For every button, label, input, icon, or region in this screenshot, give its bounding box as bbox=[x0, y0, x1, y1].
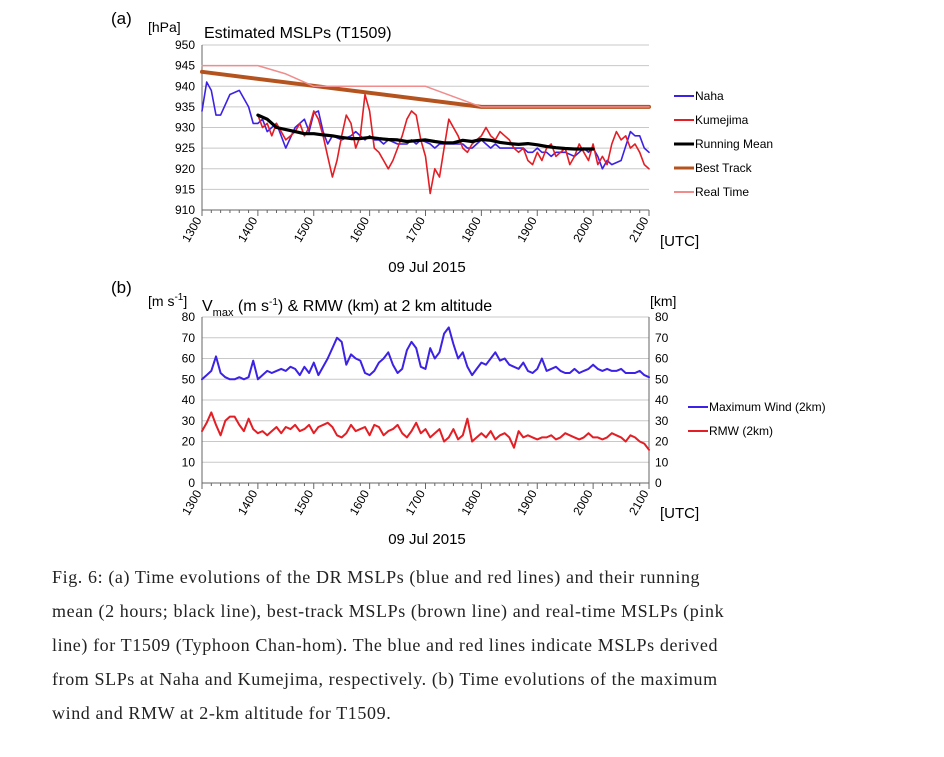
legend-label: Naha bbox=[695, 89, 724, 103]
x-tick-label: 1300 bbox=[179, 214, 205, 244]
x-tick-label: 1700 bbox=[403, 487, 429, 517]
y-tick-label: 20 bbox=[182, 435, 196, 449]
caption-line: line) for T1509 (Typhoon Chan-hom). The … bbox=[52, 635, 719, 655]
series-line-best-track bbox=[200, 69, 651, 109]
y-tick-label: 50 bbox=[182, 372, 196, 386]
y2-tick-label: 70 bbox=[655, 331, 669, 345]
y-tick-label: 30 bbox=[182, 414, 196, 428]
x-tick-label: 2000 bbox=[570, 487, 596, 517]
x-tick-label: 2100 bbox=[626, 214, 652, 244]
y2-tick-label: 20 bbox=[655, 435, 669, 449]
x-tick-label: 2100 bbox=[626, 487, 652, 517]
legend-label: Kumejima bbox=[695, 113, 749, 127]
series-line-maximum-wind-2km- bbox=[201, 326, 650, 381]
caption-line: Fig. 6: (a) Time evolutions of the DR MS… bbox=[52, 567, 701, 587]
y-tick-label: 80 bbox=[182, 310, 196, 324]
panel-b-x-unit: [UTC] bbox=[660, 505, 699, 522]
panel-a-x-unit: [UTC] bbox=[660, 233, 699, 250]
panel-a-label: (a) bbox=[111, 9, 132, 28]
panel-a-plot: 910 915 920 925 930 935 940 945 950 1300 1400 1500 1… bbox=[175, 38, 773, 245]
y-tick-label: 920 bbox=[175, 162, 195, 176]
legend-label: Running Mean bbox=[695, 137, 773, 151]
y2-tick-label: 60 bbox=[655, 352, 669, 366]
y2-tick-label: 30 bbox=[655, 414, 669, 428]
x-tick-label: 1600 bbox=[347, 487, 373, 517]
x-tick-label: 1400 bbox=[235, 214, 261, 244]
y-tick-label: 910 bbox=[175, 203, 195, 217]
series-line-running-mean bbox=[256, 113, 595, 151]
y-tick-label: 0 bbox=[188, 476, 195, 490]
x-tick-label: 1700 bbox=[403, 214, 429, 244]
figure-caption: Fig. 6: (a) Time evolutions of the DR MS… bbox=[52, 560, 912, 730]
panel-a-y-unit: [hPa] bbox=[148, 19, 181, 35]
y-tick-label: 915 bbox=[175, 182, 195, 196]
y2-tick-label: 40 bbox=[655, 393, 669, 407]
legend-label: Real Time bbox=[695, 185, 749, 199]
y-tick-label: 70 bbox=[182, 331, 196, 345]
y2-tick-label: 80 bbox=[655, 310, 669, 324]
y-tick-label: 935 bbox=[175, 100, 195, 114]
legend-label: RMW (2km) bbox=[709, 424, 773, 438]
panel-a-xlabel: 09 Jul 2015 bbox=[388, 259, 466, 276]
caption-line: mean (2 hours; black line), best-track M… bbox=[52, 601, 725, 621]
y-tick-label: 950 bbox=[175, 38, 195, 52]
panel-b-y-unit: [m s-1] bbox=[148, 292, 187, 309]
x-tick-label: 1600 bbox=[347, 214, 373, 244]
x-tick-label: 1800 bbox=[458, 214, 484, 244]
y-tick-label: 940 bbox=[175, 79, 195, 93]
x-tick-label: 2000 bbox=[570, 214, 596, 244]
x-tick-label: 1500 bbox=[291, 214, 317, 244]
panel-b-y2-unit: [km] bbox=[650, 293, 676, 309]
caption-line: wind and RMW at 2-km altitude for T1509. bbox=[52, 703, 392, 723]
y-tick-label: 60 bbox=[182, 352, 196, 366]
x-tick-label: 1400 bbox=[235, 487, 261, 517]
panel-b-label: (b) bbox=[111, 278, 132, 297]
y-tick-label: 930 bbox=[175, 121, 195, 135]
x-tick-label: 1800 bbox=[458, 487, 484, 517]
x-tick-label: 1300 bbox=[179, 487, 205, 517]
y-tick-label: 925 bbox=[175, 141, 195, 155]
y-tick-label: 945 bbox=[175, 59, 195, 73]
panel-b-title: Vmax (m s-1) & RMW (km) at 2 km altitude bbox=[202, 297, 492, 319]
x-tick-label: 1900 bbox=[514, 487, 540, 517]
panel-b-xlabel: 09 Jul 2015 bbox=[388, 531, 466, 548]
caption-line: from SLPs at Naha and Kumejima, respecti… bbox=[52, 669, 718, 689]
legend-label: Best Track bbox=[695, 161, 753, 175]
y-tick-label: 40 bbox=[182, 393, 196, 407]
panel-b-plot: 0 0 10 10 20 20 30 30 40 40 50 50 60 60 70 70 80 80 1300 14… bbox=[179, 310, 826, 518]
figure-canvas: (a) [hPa] Estimated MSLPs (T1509) [UTC] … bbox=[111, 9, 826, 548]
series-line-rmw-2km- bbox=[201, 411, 650, 451]
y2-tick-label: 0 bbox=[655, 476, 662, 490]
legend-label: Maximum Wind (2km) bbox=[709, 400, 826, 414]
y2-tick-label: 10 bbox=[655, 455, 669, 469]
y2-tick-label: 50 bbox=[655, 372, 669, 386]
y-tick-label: 10 bbox=[182, 455, 196, 469]
x-tick-label: 1900 bbox=[514, 214, 540, 244]
panel-a-title: Estimated MSLPs (T1509) bbox=[204, 25, 392, 42]
x-tick-label: 1500 bbox=[291, 487, 317, 517]
series-line-real-time bbox=[201, 64, 650, 108]
